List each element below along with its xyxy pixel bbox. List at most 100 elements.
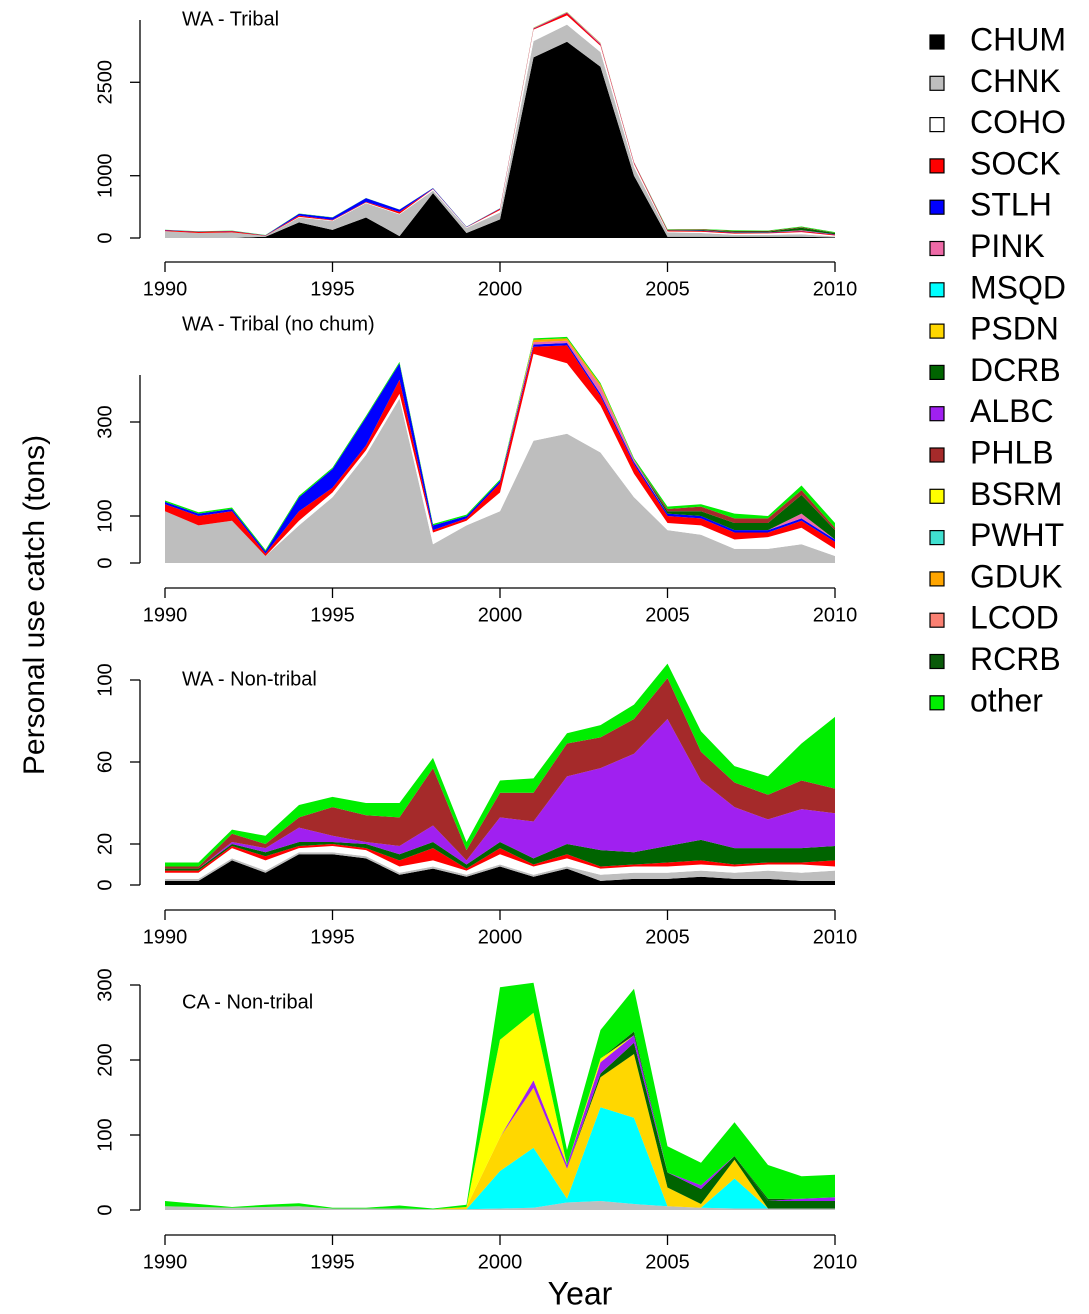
x-tick-label: 1995 <box>310 604 355 626</box>
legend-label: MSQD <box>970 269 1066 305</box>
x-tick-label: 1995 <box>310 926 355 948</box>
legend-label: other <box>970 682 1043 718</box>
x-tick-label: 2010 <box>813 926 858 948</box>
panel: WA - Non-tribal 0 20 60 100 1990 1995 2000 2005 2… <box>94 663 857 948</box>
panel-title: WA - Tribal <box>182 8 279 30</box>
y-tick-label: 20 <box>94 833 116 855</box>
area <box>165 846 835 879</box>
x-tick-label: 1995 <box>310 278 355 300</box>
y-axis-label: Personal use catch (tons) <box>18 435 51 775</box>
x-tick-label: 1990 <box>143 926 188 948</box>
legend-swatch <box>929 612 945 628</box>
area <box>165 844 835 873</box>
x-tick-label: 1990 <box>143 604 188 626</box>
area <box>165 12 835 236</box>
legend-swatch <box>929 447 945 463</box>
area <box>165 718 835 869</box>
legend-swatch <box>929 406 945 422</box>
x-axis-label: Year <box>548 1275 613 1311</box>
legend-swatch <box>929 571 945 587</box>
x-tick-label: 2010 <box>813 604 858 626</box>
y-tick-label: 300 <box>94 968 116 1001</box>
legend-swatch <box>929 34 945 50</box>
x-tick-label: 2005 <box>645 604 690 626</box>
legend-label: RCRB <box>970 641 1061 677</box>
area <box>165 852 835 881</box>
y-tick-label: 300 <box>94 405 116 438</box>
area <box>165 345 835 556</box>
x-tick-label: 2010 <box>813 1251 858 1273</box>
legend-swatch <box>929 199 945 215</box>
legend-label: PWHT <box>970 517 1064 553</box>
x-tick-label: 2000 <box>478 1251 523 1273</box>
area <box>165 12 835 236</box>
area <box>165 1012 835 1210</box>
x-tick-label: 2000 <box>478 926 523 948</box>
legend-swatch <box>929 323 945 339</box>
legend-swatch <box>929 364 945 380</box>
area <box>165 12 835 236</box>
legend-swatch <box>929 529 945 546</box>
y-tick-label: 200 <box>94 1043 116 1076</box>
area <box>165 24 835 238</box>
legend-swatch <box>929 240 945 257</box>
x-tick-label: 2000 <box>478 604 523 626</box>
area <box>165 1107 835 1210</box>
area <box>165 1201 835 1210</box>
x-tick-label: 2010 <box>813 278 858 300</box>
legend-label: GDUK <box>970 558 1062 594</box>
legend-label: PINK <box>970 228 1045 264</box>
legend-label: PSDN <box>970 311 1059 347</box>
y-tick-label: 2500 <box>94 60 116 105</box>
area <box>165 15 835 237</box>
area <box>165 982 835 1210</box>
y-tick-label: 0 <box>94 557 116 568</box>
y-tick-label: 0 <box>94 232 116 243</box>
legend-swatch <box>929 116 945 133</box>
x-tick-label: 2005 <box>645 1251 690 1273</box>
legend-label: BSRM <box>970 476 1062 512</box>
panel: WA - Tribal 0 1000 2500 1990 1995 2000 2005 2010 <box>94 8 857 300</box>
area <box>165 12 835 236</box>
area <box>165 12 835 236</box>
area <box>165 12 835 236</box>
legend-swatch <box>929 282 945 298</box>
panel-title: WA - Non-tribal <box>182 668 317 690</box>
panel: WA - Tribal (no chum) 0 100 300 1990 1995 2000… <box>94 313 857 626</box>
legend-swatch <box>929 75 945 91</box>
legend-label: CHUM <box>970 21 1066 57</box>
x-tick-label: 2005 <box>645 278 690 300</box>
panel-title: CA - Non-tribal <box>182 991 313 1013</box>
legend-label: LCOD <box>970 600 1059 636</box>
x-tick-label: 2000 <box>478 278 523 300</box>
legend-label: PHLB <box>970 434 1054 470</box>
legend-label: ALBC <box>970 393 1054 429</box>
legend-swatch <box>929 695 945 711</box>
x-tick-label: 2005 <box>645 926 690 948</box>
y-tick-label: 100 <box>94 1118 116 1151</box>
legend-label: SOCK <box>970 145 1061 181</box>
area <box>165 11 835 236</box>
legend-label: STLH <box>970 187 1052 223</box>
legend-label: COHO <box>970 104 1066 140</box>
legend-label: DCRB <box>970 352 1061 388</box>
legend-swatch <box>929 653 945 670</box>
y-tick-label: 1000 <box>94 153 116 198</box>
x-tick-label: 1995 <box>310 1251 355 1273</box>
legend-swatch <box>929 158 945 174</box>
y-tick-label: 100 <box>94 499 116 532</box>
area <box>165 677 835 869</box>
area <box>165 398 835 563</box>
area <box>165 839 835 871</box>
x-tick-label: 1990 <box>143 278 188 300</box>
y-tick-label: 0 <box>94 879 116 890</box>
panel: CA - Non-tribal 0 100 200 300 1990 1995 2000 200… <box>94 968 857 1273</box>
legend-swatch <box>929 488 945 504</box>
y-tick-label: 0 <box>94 1204 116 1215</box>
area <box>165 854 835 885</box>
panel-title: WA - Tribal (no chum) <box>182 313 375 335</box>
legend-label: CHNK <box>970 63 1061 99</box>
y-tick-label: 100 <box>94 663 116 696</box>
x-tick-label: 1990 <box>143 1251 188 1273</box>
